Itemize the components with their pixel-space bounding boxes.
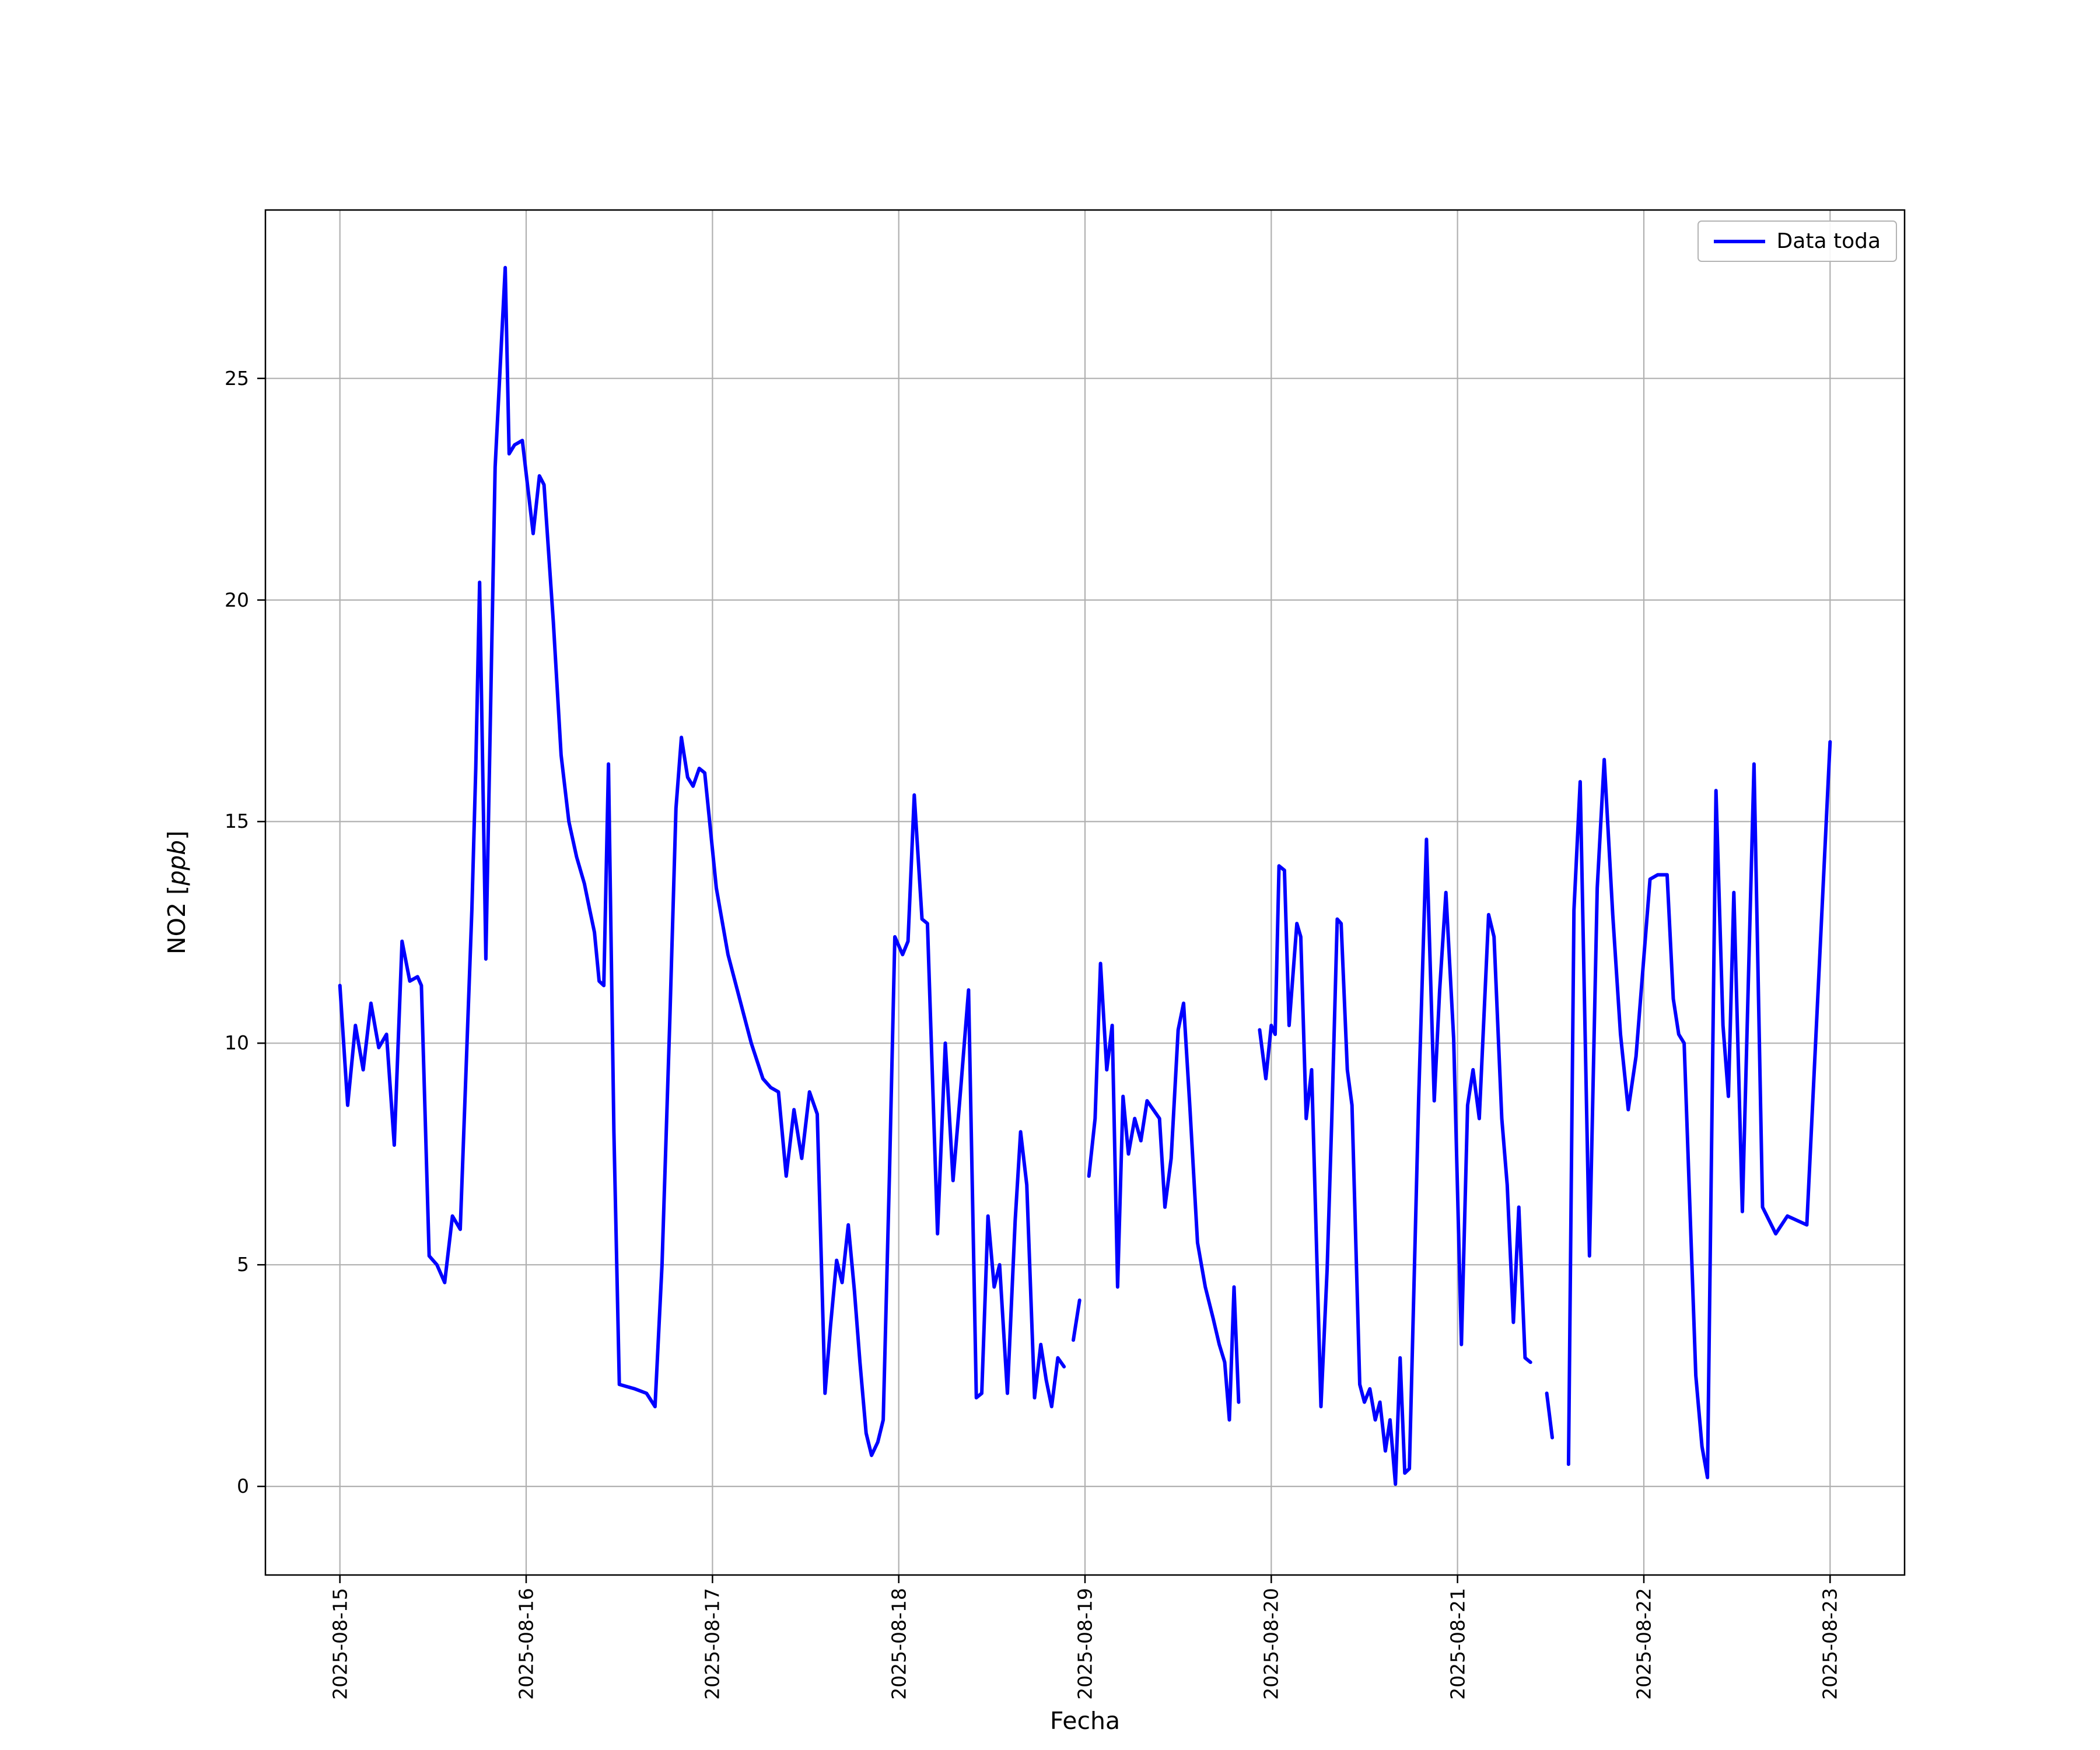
data-line-segment bbox=[1087, 961, 1241, 1422]
data-line-segment bbox=[1545, 1391, 1554, 1440]
data-line-segment bbox=[1072, 1298, 1082, 1342]
legend-label: Data toda bbox=[1776, 229, 1881, 253]
legend-line-sample bbox=[1713, 239, 1765, 243]
data-line-segment bbox=[1566, 740, 1832, 1479]
data-line-segment bbox=[1258, 837, 1532, 1486]
data-line-segment bbox=[338, 265, 1066, 1457]
legend: Data toda bbox=[1697, 220, 1897, 262]
